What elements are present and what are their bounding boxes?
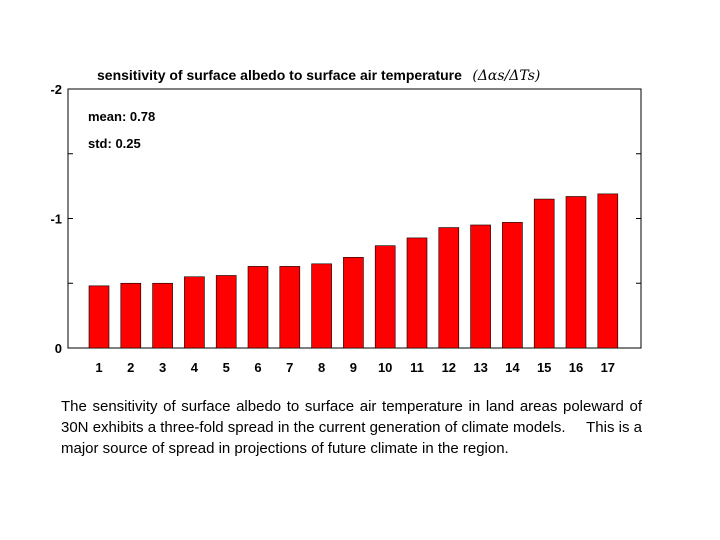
y-tick-label: -1	[50, 212, 62, 227]
bar-12	[438, 227, 460, 349]
y-tick-label: -2	[50, 82, 62, 97]
bar-16	[565, 196, 587, 349]
bar-17	[597, 193, 619, 349]
bar-7	[279, 266, 301, 349]
bar-3	[152, 282, 173, 349]
bar-13	[470, 224, 491, 349]
chart-title-math: (Δαs/ΔTs)	[472, 68, 540, 84]
figure-caption: The sensitivity of surface albedo to sur…	[61, 398, 642, 457]
x-tick-label: 2	[127, 360, 134, 375]
x-tick-label: 5	[223, 360, 230, 375]
x-tick-label: 11	[410, 360, 424, 375]
mean-annotation: mean: 0.78	[88, 109, 155, 124]
bar-14	[502, 222, 523, 349]
y-axis-tick-labels: -2 -1 0	[50, 82, 62, 356]
x-tick-label: 12	[442, 360, 456, 375]
x-tick-label: 10	[378, 360, 392, 375]
x-tick-label: 13	[473, 360, 487, 375]
x-tick-label: 3	[159, 360, 166, 375]
chart-title-text: sensitivity of surface albedo to surface…	[97, 67, 462, 83]
x-tick-label: 4	[191, 360, 199, 375]
x-tick-label: 1	[95, 360, 102, 375]
x-tick-label: 9	[350, 360, 357, 375]
bar-5	[215, 275, 237, 349]
x-tick-label: 7	[286, 360, 293, 375]
x-tick-label: 17	[601, 360, 615, 375]
bar-2	[120, 282, 142, 349]
bar-11	[406, 237, 428, 349]
x-tick-label: 14	[505, 360, 520, 375]
bar-4	[184, 276, 205, 349]
x-axis-tick-labels: 1 2 3 4 5 6 7 8 9 10 11 12 13 14 15 16 17	[95, 360, 615, 375]
axis-ticks	[68, 88, 641, 349]
bar-1	[88, 285, 110, 349]
bar-9	[343, 257, 364, 349]
bar-6	[247, 266, 269, 349]
y-tick-label: 0	[55, 341, 62, 356]
std-annotation: std: 0.25	[88, 136, 141, 151]
x-tick-label: 15	[537, 360, 551, 375]
x-tick-label: 8	[318, 360, 325, 375]
x-tick-label: 16	[569, 360, 583, 375]
bar-series	[88, 193, 619, 349]
bar-15	[533, 198, 555, 349]
x-tick-label: 6	[254, 360, 261, 375]
bar-8	[311, 263, 332, 349]
chart-title: sensitivity of surface albedo to surface…	[97, 67, 540, 84]
bar-10	[374, 245, 396, 349]
